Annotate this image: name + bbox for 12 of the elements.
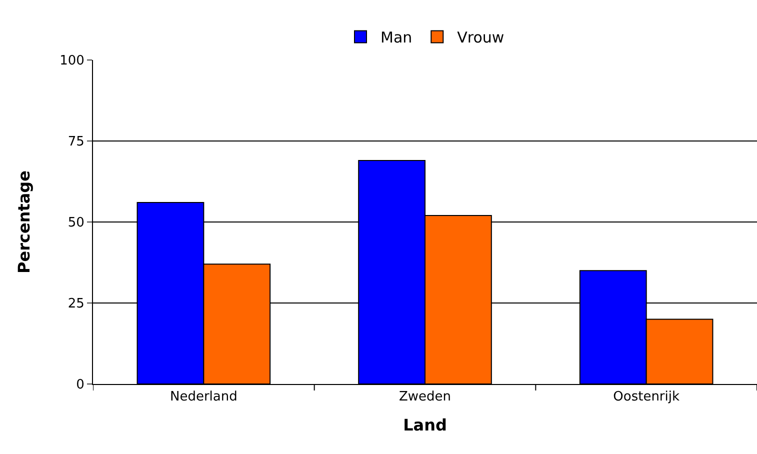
legend-label: Man <box>380 28 412 47</box>
y-tick-label: 0 <box>76 378 84 393</box>
x-tick-label: Oostenrijk <box>613 390 680 405</box>
x-axis-title: Land <box>403 415 447 434</box>
x-tick-label: Zweden <box>398 390 452 405</box>
x-tick-label: Nederland <box>170 390 238 405</box>
y-axis-title: Percentage <box>14 170 34 274</box>
legend-label: Vrouw <box>457 28 504 47</box>
y-tick-label: 75 <box>68 134 84 150</box>
y-tick-label: 25 <box>68 296 84 312</box>
y-tick-label: 50 <box>68 216 84 231</box>
y-tick-label: 100 <box>60 54 84 69</box>
